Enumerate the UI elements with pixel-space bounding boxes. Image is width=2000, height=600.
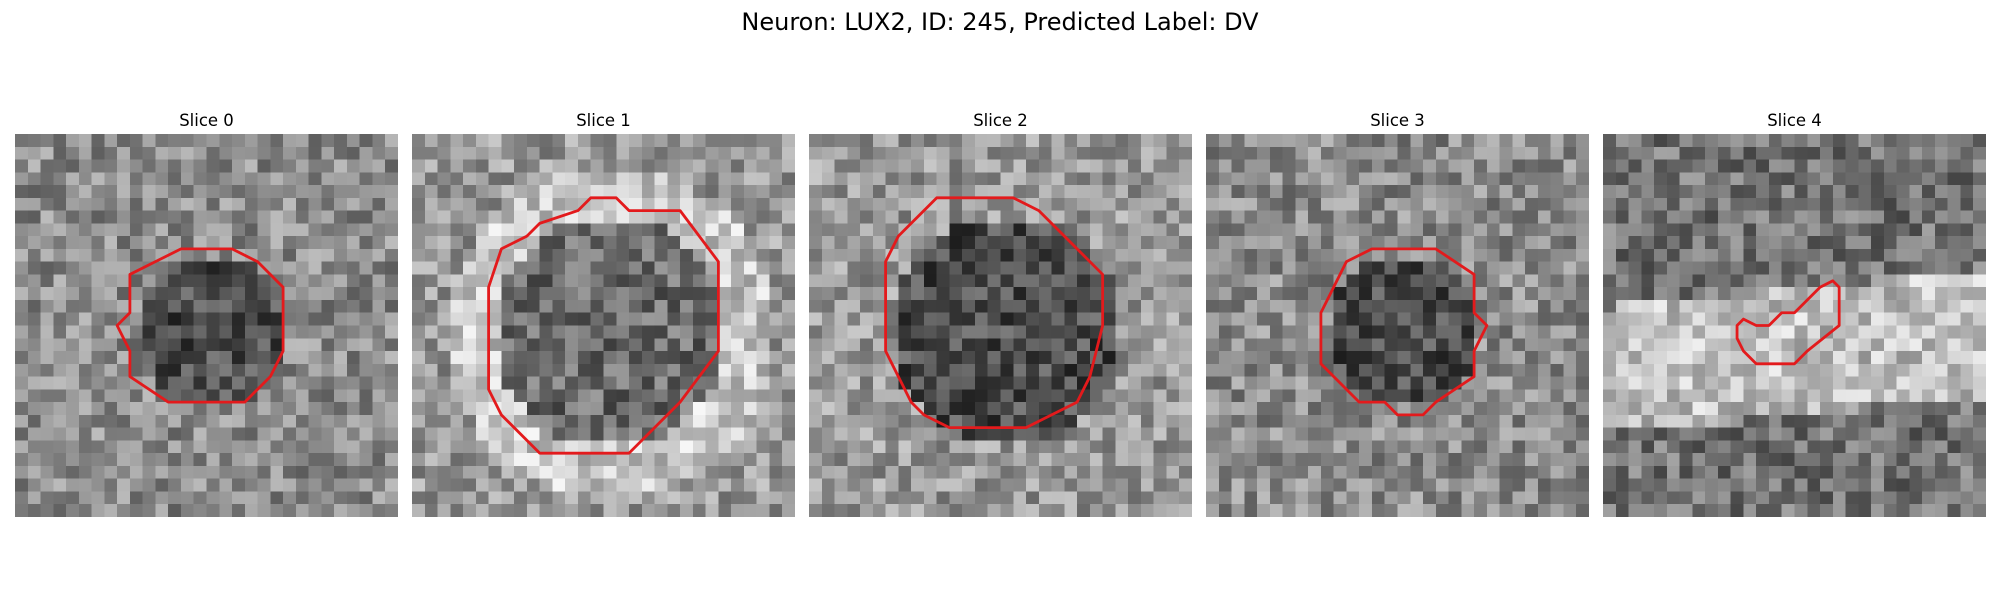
slice-title-3: Slice 3	[1206, 108, 1589, 134]
pixel-grid	[1206, 134, 1589, 517]
slice-panel-4: Slice 4	[1603, 108, 1986, 517]
slice-image-4	[1603, 134, 1986, 517]
slice-title-4: Slice 4	[1603, 108, 1986, 134]
slice-panel-1: Slice 1	[412, 108, 795, 517]
slice-panel-2: Slice 2	[809, 108, 1192, 517]
slice-title-1: Slice 1	[412, 108, 795, 134]
slice-panel-0: Slice 0	[15, 108, 398, 517]
pixel-grid	[1603, 134, 1986, 517]
pixel-grid	[15, 134, 398, 517]
pixel-grid	[412, 134, 795, 517]
figure-title: Neuron: LUX2, ID: 245, Predicted Label: …	[0, 8, 2000, 36]
slice-image-0	[15, 134, 398, 517]
slice-panel-3: Slice 3	[1206, 108, 1589, 517]
slice-title-2: Slice 2	[809, 108, 1192, 134]
slice-image-1	[412, 134, 795, 517]
slice-image-3	[1206, 134, 1589, 517]
pixel-grid	[809, 134, 1192, 517]
slice-title-0: Slice 0	[15, 108, 398, 134]
slice-image-2	[809, 134, 1192, 517]
